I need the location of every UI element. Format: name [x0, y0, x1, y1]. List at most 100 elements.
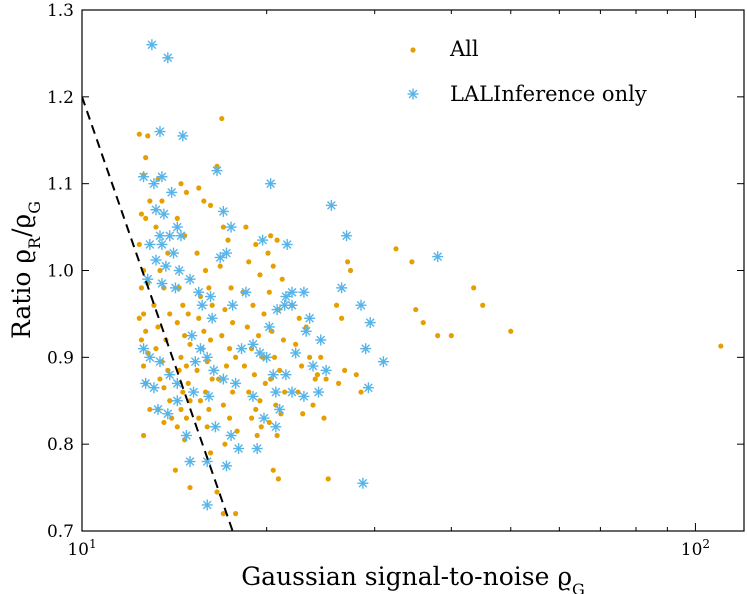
data-point [207, 450, 214, 456]
data-point [150, 254, 162, 266]
data-point [241, 363, 248, 369]
data-point [258, 412, 270, 424]
data-point [262, 380, 268, 386]
data-point [196, 185, 202, 191]
data-point [167, 398, 173, 404]
data-point [420, 320, 426, 326]
data-point [160, 260, 172, 272]
data-point [155, 324, 161, 330]
data-point [271, 354, 278, 360]
data-point [265, 178, 277, 190]
data-point [282, 389, 288, 395]
data-point [169, 282, 181, 294]
data-point [313, 386, 325, 398]
data-point [140, 311, 147, 317]
data-point [261, 351, 273, 363]
data-point [187, 484, 193, 491]
data-point [377, 356, 389, 368]
data-point [140, 432, 147, 439]
data-point [286, 386, 298, 398]
data-point [336, 282, 348, 294]
data-point [174, 320, 180, 326]
data-point [298, 363, 305, 369]
data-point [480, 302, 486, 308]
data-point [274, 432, 280, 439]
data-point [270, 421, 282, 433]
data-point [156, 238, 168, 250]
data-point [184, 456, 196, 468]
data-point [243, 224, 249, 230]
data-point [148, 178, 160, 190]
data-point [280, 291, 292, 303]
data-point [157, 376, 163, 382]
data-point [201, 351, 213, 363]
data-point [173, 265, 185, 276]
data-point [211, 165, 223, 177]
data-point [217, 205, 229, 217]
x-axis-label: Gaussian signal-to-noise ϱG [241, 562, 585, 594]
data-point [207, 202, 214, 208]
legend: All LALInference only [407, 37, 647, 106]
data-point [277, 367, 283, 373]
data-point [193, 286, 205, 298]
data-point [166, 186, 178, 198]
x-tick-label: 101 [67, 537, 96, 560]
data-point [175, 230, 187, 242]
data-point [296, 315, 302, 321]
data-point [364, 317, 376, 329]
data-point [214, 489, 220, 495]
data-point [254, 347, 266, 359]
data-point [353, 372, 359, 378]
data-point [230, 389, 236, 395]
data-point [136, 315, 142, 321]
data-point [253, 241, 259, 248]
data-point [300, 325, 312, 337]
data-point [225, 237, 231, 243]
data-point [230, 377, 242, 389]
legend-entry-all [410, 47, 416, 53]
data-point [508, 328, 514, 334]
data-point [196, 315, 202, 321]
data-point [295, 389, 301, 395]
data-point [161, 419, 167, 426]
data-point [156, 278, 168, 290]
data-point [342, 367, 348, 373]
data-point [219, 333, 225, 339]
data-point [153, 346, 159, 352]
data-point [203, 390, 215, 402]
data-point [162, 408, 174, 420]
data-point [138, 285, 145, 291]
data-point [206, 285, 212, 291]
data-point [158, 208, 170, 220]
data-point [220, 224, 226, 230]
data-point [178, 354, 184, 360]
data-point [171, 395, 183, 407]
data-point [201, 328, 207, 334]
data-point [471, 285, 477, 291]
data-point [357, 477, 369, 489]
data-point [148, 382, 160, 394]
data-point [186, 330, 198, 342]
data-point [196, 415, 202, 421]
data-point [223, 363, 230, 369]
data-point [255, 333, 262, 339]
data-point [219, 115, 225, 122]
data-point [247, 390, 259, 402]
data-point [274, 403, 286, 415]
data-point [138, 337, 145, 343]
data-point [136, 241, 142, 248]
data-point [358, 389, 364, 395]
data-point [178, 406, 184, 413]
data-point [165, 250, 171, 256]
data-point [217, 263, 223, 269]
data-point [206, 312, 218, 324]
data-point [280, 369, 292, 381]
data-point [251, 443, 263, 455]
data-point [413, 306, 419, 313]
data-point [315, 334, 327, 346]
data-point [172, 467, 179, 473]
data-point [206, 406, 212, 413]
data-point [325, 199, 337, 211]
data-point [157, 267, 163, 274]
